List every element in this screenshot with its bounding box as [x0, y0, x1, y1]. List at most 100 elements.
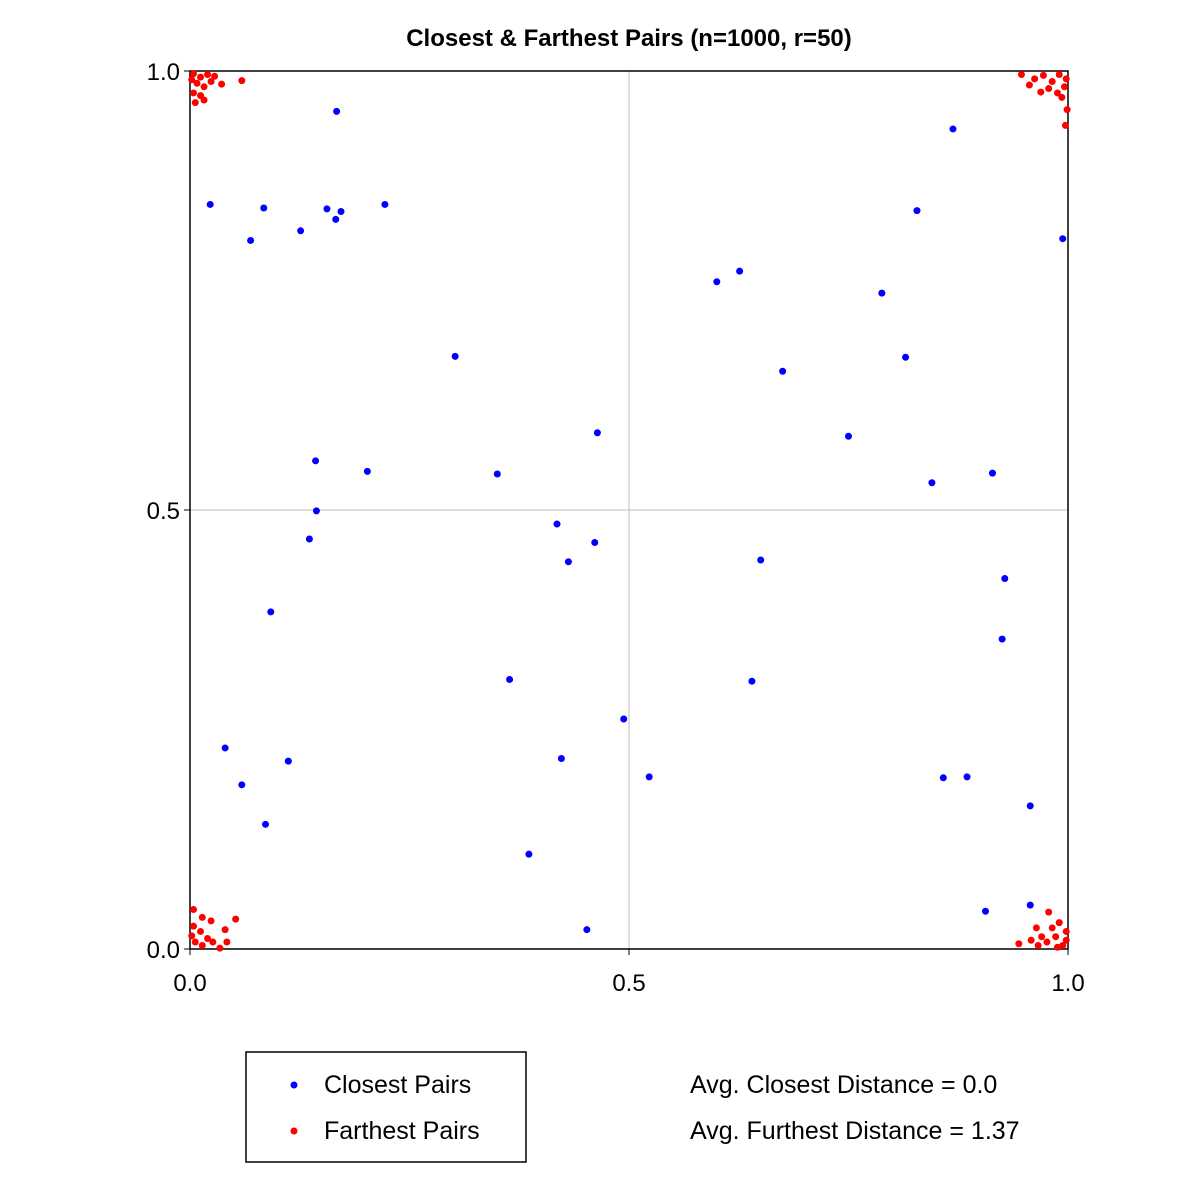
point-closest-pairs-32: [267, 608, 275, 616]
point-closest-pairs-22: [493, 470, 501, 478]
legend-marker-closest: [290, 1081, 298, 1089]
point-closest-pairs-6: [337, 207, 345, 215]
grid-lines: [189, 70, 1069, 950]
y-axis-ticks: 0.0 0.5 1.0: [147, 59, 190, 964]
point-farthest-pairs-0: [190, 70, 198, 78]
point-closest-pairs-9: [949, 125, 957, 133]
point-farthest-pairs-49: [1055, 919, 1063, 927]
point-farthest-pairs-19: [1062, 75, 1070, 83]
annotation-avg-closest: Avg. Closest Distance = 0.0: [690, 1071, 997, 1099]
point-closest-pairs-1: [260, 204, 268, 212]
point-closest-pairs-34: [506, 675, 514, 683]
point-closest-pairs-35: [748, 677, 756, 685]
point-farthest-pairs-7: [190, 89, 198, 97]
y-tick-label-2: 1.0: [147, 59, 180, 86]
point-farthest-pairs-35: [209, 938, 217, 946]
point-farthest-pairs-51: [1032, 924, 1040, 932]
point-closest-pairs-4: [323, 205, 331, 213]
point-farthest-pairs-45: [1043, 938, 1051, 946]
point-closest-pairs-14: [878, 289, 886, 297]
point-farthest-pairs-38: [232, 915, 240, 923]
point-closest-pairs-46: [525, 850, 533, 858]
point-farthest-pairs-48: [1062, 927, 1070, 935]
point-closest-pairs-38: [284, 757, 292, 765]
point-farthest-pairs-44: [1034, 941, 1042, 949]
data-points: [188, 70, 1071, 952]
x-axis-ticks: 0.0 0.5 1.0: [173, 949, 1085, 997]
point-farthest-pairs-40: [188, 932, 196, 940]
point-closest-pairs-24: [928, 479, 936, 487]
point-closest-pairs-26: [553, 520, 561, 528]
point-farthest-pairs-23: [1037, 88, 1045, 96]
point-farthest-pairs-13: [188, 76, 196, 84]
annotation-avg-furthest: Avg. Furthest Distance = 1.37: [690, 1117, 1020, 1145]
point-farthest-pairs-50: [1045, 908, 1053, 916]
x-tick-label-2: 1.0: [1051, 970, 1084, 997]
point-closest-pairs-30: [564, 558, 572, 566]
point-closest-pairs-17: [451, 352, 459, 360]
point-farthest-pairs-20: [1045, 85, 1053, 93]
point-closest-pairs-29: [757, 556, 765, 564]
point-farthest-pairs-54: [1038, 933, 1046, 941]
point-farthest-pairs-32: [204, 934, 212, 942]
point-farthest-pairs-53: [1062, 936, 1070, 944]
point-closest-pairs-12: [713, 278, 721, 286]
point-farthest-pairs-26: [1025, 81, 1033, 89]
legend-label-closest: Closest Pairs: [324, 1071, 471, 1099]
point-closest-pairs-31: [1001, 574, 1009, 582]
x-tick-label-1: 0.5: [612, 970, 645, 997]
point-farthest-pairs-39: [207, 917, 215, 925]
point-farthest-pairs-33: [191, 938, 199, 946]
point-farthest-pairs-42: [1015, 940, 1023, 948]
point-farthest-pairs-21: [1053, 89, 1061, 97]
point-closest-pairs-47: [981, 907, 989, 915]
point-closest-pairs-41: [645, 773, 653, 781]
point-closest-pairs-25: [312, 507, 320, 515]
legend-box: [245, 1051, 527, 1163]
point-closest-pairs-28: [591, 538, 599, 546]
point-farthest-pairs-12: [238, 77, 246, 85]
point-farthest-pairs-11: [218, 80, 226, 88]
point-closest-pairs-7: [381, 200, 389, 208]
point-farthest-pairs-37: [221, 926, 229, 934]
point-farthest-pairs-47: [1059, 941, 1067, 949]
point-farthest-pairs-5: [200, 83, 208, 91]
x-tick-label-0: 0.0: [173, 970, 206, 997]
point-closest-pairs-40: [238, 781, 246, 789]
point-closest-pairs-5: [332, 215, 340, 223]
point-farthest-pairs-18: [1055, 71, 1063, 79]
point-closest-pairs-20: [312, 457, 320, 465]
point-farthest-pairs-27: [1058, 93, 1066, 101]
legend-marker-farthest: [290, 1127, 298, 1135]
point-farthest-pairs-41: [216, 944, 224, 952]
point-closest-pairs-13: [736, 267, 744, 275]
point-farthest-pairs-3: [211, 72, 219, 80]
legend-label-farthest: Farthest Pairs: [324, 1117, 480, 1145]
point-farthest-pairs-24: [1063, 106, 1071, 114]
chart-title: Closest & Farthest Pairs (n=1000, r=50): [406, 25, 852, 52]
point-closest-pairs-37: [221, 744, 229, 752]
point-farthest-pairs-36: [223, 938, 231, 946]
point-closest-pairs-10: [913, 207, 921, 215]
point-farthest-pairs-31: [197, 927, 205, 935]
point-farthest-pairs-17: [1048, 78, 1056, 86]
point-farthest-pairs-2: [204, 71, 212, 79]
point-closest-pairs-49: [583, 926, 591, 934]
point-closest-pairs-2: [247, 236, 255, 244]
point-farthest-pairs-55: [1053, 943, 1061, 951]
legend: Closest Pairs Farthest Pairs: [245, 1051, 527, 1163]
y-tick-label-0: 0.0: [147, 937, 180, 964]
point-closest-pairs-16: [779, 367, 787, 375]
point-farthest-pairs-16: [1039, 71, 1047, 79]
point-farthest-pairs-4: [193, 79, 201, 87]
point-farthest-pairs-14: [1017, 71, 1025, 79]
point-farthest-pairs-28: [190, 905, 198, 913]
point-farthest-pairs-1: [197, 73, 205, 81]
y-tick-label-1: 0.5: [147, 498, 180, 525]
point-farthest-pairs-52: [1048, 924, 1056, 932]
point-closest-pairs-27: [305, 535, 313, 543]
point-farthest-pairs-25: [1061, 121, 1069, 129]
point-closest-pairs-19: [845, 432, 852, 440]
point-closest-pairs-0: [206, 200, 214, 208]
